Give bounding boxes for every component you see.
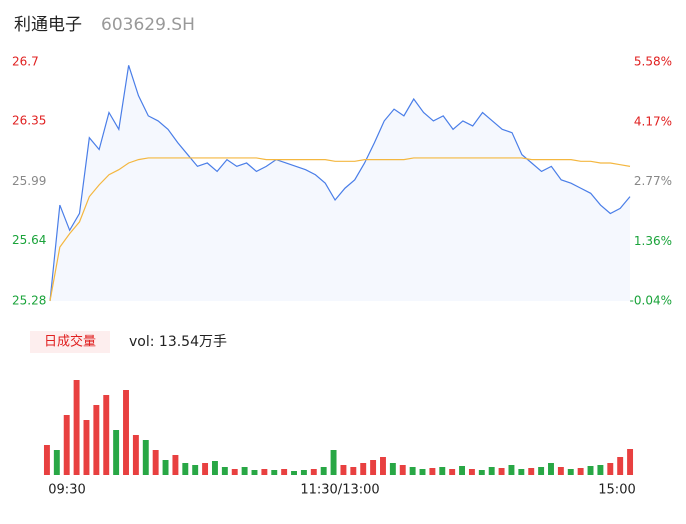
y2-tick-label: -0.04% [630, 294, 672, 308]
volume-bar [449, 469, 456, 475]
volume-bar [172, 455, 179, 475]
volume-bar [587, 466, 594, 475]
volume-bar [409, 467, 416, 475]
volume-bar [518, 469, 525, 475]
volume-bar [241, 467, 248, 475]
volume-bar [211, 461, 218, 475]
y2-tick-label: 1.36% [634, 234, 672, 248]
volume-bar [300, 470, 307, 475]
volume-bar [73, 380, 80, 475]
volume-bar [142, 440, 149, 475]
price-area [50, 65, 630, 301]
volume-bar [132, 435, 139, 475]
volume-bar [468, 469, 475, 475]
volume-bar [53, 450, 60, 475]
volume-bar [182, 463, 189, 475]
volume-bar [528, 468, 535, 475]
volume-bar [360, 463, 367, 475]
volume-bar [370, 460, 377, 475]
volume-bar [43, 445, 50, 475]
volume-bar [103, 395, 110, 475]
y-tick-label: 26.7 [12, 55, 39, 69]
volume-bar [617, 457, 624, 475]
volume-bar [113, 430, 120, 475]
y2-tick-label: 2.77% [634, 174, 672, 188]
volume-bar [340, 465, 347, 475]
volume-bar [93, 405, 100, 475]
volume-bar [429, 468, 436, 475]
volume-bar [123, 390, 129, 475]
volume-bar [548, 463, 554, 475]
y2-tick-label: 5.58% [634, 55, 672, 69]
volume-bar [419, 469, 426, 475]
volume-bar [261, 469, 268, 475]
stock-code: 603629.SH [101, 15, 195, 35]
stock-name: 利通电子 [14, 15, 82, 35]
volume-bar [221, 467, 228, 475]
volume-bar [291, 471, 297, 475]
time-label: 09:30 [48, 483, 85, 498]
volume-bar [83, 420, 90, 475]
volume-bar [63, 415, 70, 475]
volume-bar [380, 457, 386, 475]
volume-bar [330, 450, 337, 475]
volume-bar [152, 450, 159, 475]
volume-bar [231, 469, 238, 475]
y-tick-label: 26.35 [12, 113, 46, 127]
volume-bar [498, 468, 505, 475]
volume-bar [538, 467, 545, 475]
volume-bar [567, 469, 574, 475]
volume-bar [399, 465, 406, 475]
line-price [49, 65, 631, 302]
volume-bar [597, 465, 604, 475]
volume-bar [627, 449, 634, 475]
volume-bar [320, 467, 327, 475]
volume-text: vol: 13.54万手 [129, 334, 227, 350]
volume-bar [202, 463, 209, 475]
volume-bar [271, 470, 278, 475]
time-label: 15:00 [598, 483, 635, 498]
volume-bar [350, 467, 357, 475]
y-tick-label: 25.28 [12, 294, 46, 308]
volume-bar [488, 467, 495, 475]
y-tick-label: 25.64 [12, 233, 46, 247]
volume-bar [557, 467, 564, 475]
volume-bar [508, 465, 515, 475]
y2-tick-label: 4.17% [634, 114, 672, 128]
volume-bar [162, 460, 169, 475]
volume-bar [459, 466, 466, 475]
volume-bar [439, 467, 446, 475]
volume-bar [310, 469, 317, 475]
legend-bg [30, 331, 110, 353]
volume-legend: 日成交量 [44, 334, 96, 350]
line-avg [49, 157, 631, 302]
volume-bar [478, 470, 485, 475]
volume-bar [281, 469, 288, 475]
volume-bar [251, 470, 258, 475]
volume-bar [577, 468, 584, 475]
volume-bar [607, 463, 614, 475]
volume-bar [192, 465, 199, 475]
y-tick-label: 25.99 [12, 174, 46, 188]
volume-bar [389, 463, 396, 475]
time-label: 11:30/13:00 [300, 483, 379, 498]
